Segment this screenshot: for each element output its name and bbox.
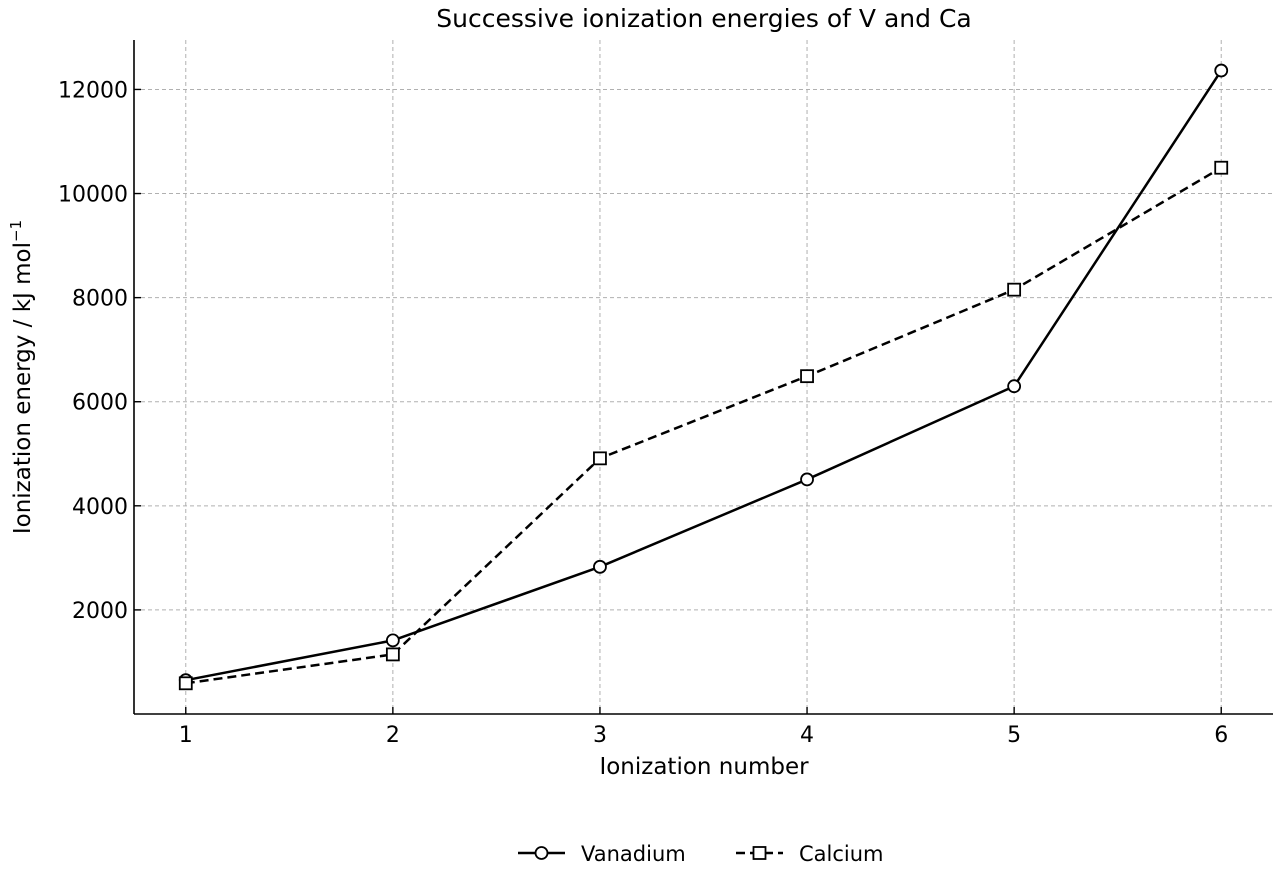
- calcium-series-line: [185, 166, 1222, 685]
- grid: [134, 40, 1273, 714]
- vanadium-point: [1007, 379, 1022, 394]
- calcium-point: [178, 676, 193, 691]
- vanadium-point: [1214, 63, 1229, 78]
- vanadium-point: [800, 472, 814, 487]
- y-tick-label: 4000: [72, 495, 128, 520]
- calcium-point: [800, 369, 814, 384]
- calcium-point: [1007, 282, 1022, 297]
- series-layer: [178, 63, 1229, 691]
- x-axis-label: Ionization number: [599, 754, 809, 780]
- y-tick-label: 2000: [72, 599, 128, 624]
- y-axis-label: Ionization energy / kJ mol−1: [7, 220, 36, 534]
- y-axis-label-superscript: −1: [7, 220, 25, 242]
- x-tick-label: 4: [800, 723, 814, 748]
- vanadium-series-line: [185, 69, 1223, 682]
- x-tick-label: 1: [179, 723, 193, 748]
- x-tick-label: 2: [386, 723, 400, 748]
- calcium-point: [1214, 160, 1229, 175]
- chart-title: Successive ionization energies of V and …: [436, 4, 971, 33]
- x-axis-ticks: 1 2 3 4 5 6: [179, 707, 1228, 748]
- y-tick-label: 10000: [58, 183, 128, 208]
- legend-item-calcium: Calcium: [736, 842, 884, 866]
- x-tick-label: 3: [593, 723, 607, 748]
- y-tick-label: 6000: [72, 391, 128, 416]
- vanadium-point: [593, 559, 607, 574]
- legend-calcium-label: Calcium: [799, 842, 884, 866]
- x-tick-label: 5: [1007, 723, 1021, 748]
- legend-item-vanadium: Vanadium: [518, 842, 686, 866]
- y-axis-label-text: Ionization energy / kJ mol: [10, 242, 36, 534]
- x-tick-label: 6: [1214, 723, 1228, 748]
- vanadium-point: [385, 633, 400, 648]
- legend-vanadium-label: Vanadium: [581, 842, 686, 866]
- calcium-point: [593, 451, 607, 466]
- legend-vanadium-marker: [534, 846, 549, 860]
- y-tick-label: 8000: [72, 287, 128, 312]
- legend: Vanadium Calcium: [518, 842, 884, 866]
- legend-calcium-marker: [752, 846, 767, 860]
- y-tick-label: 12000: [58, 78, 128, 103]
- calcium-point: [385, 647, 400, 662]
- y-axis-ticks: 2000 4000 6000 8000 10000 12000: [58, 78, 141, 624]
